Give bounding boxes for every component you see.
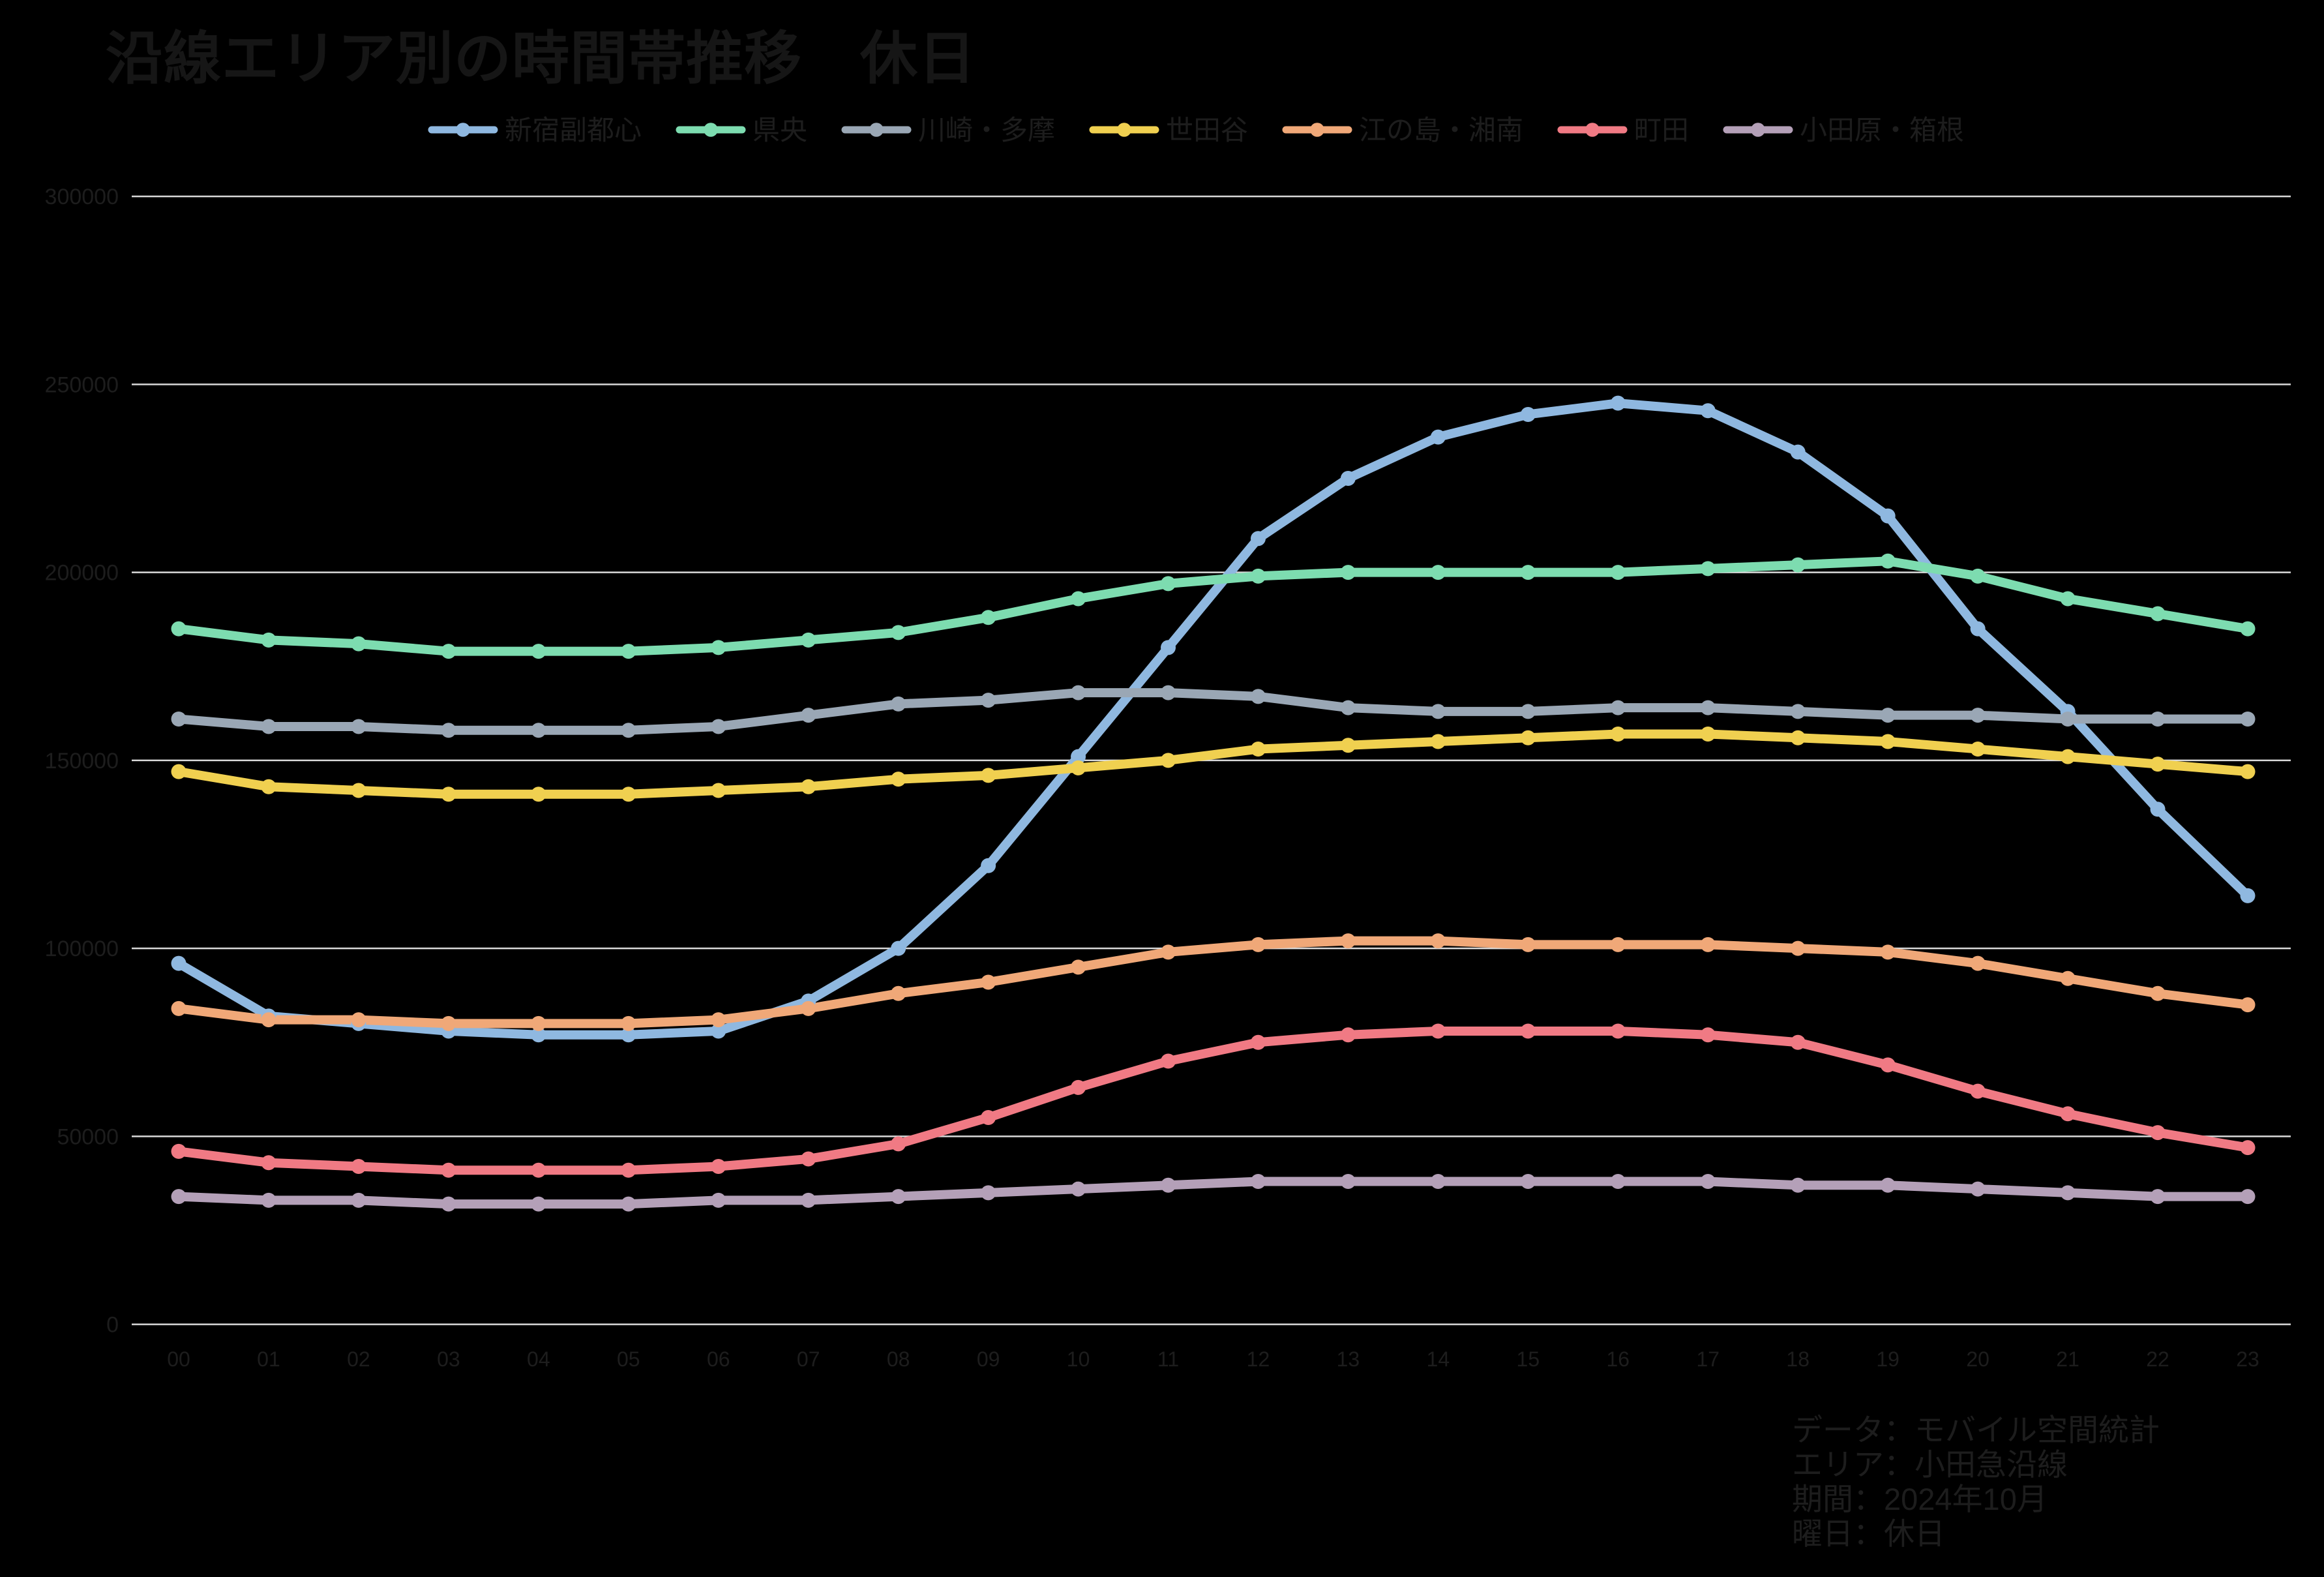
svg-text:15: 15 [1517, 1347, 1540, 1371]
svg-text:データ：モバイル空間統計: データ：モバイル空間統計 [1792, 1413, 2160, 1447]
svg-text:12: 12 [1247, 1347, 1270, 1371]
svg-text:新宿副都心: 新宿副都心 [505, 115, 642, 145]
svg-text:エリア：小田急沿線: エリア：小田急沿線 [1792, 1447, 2068, 1482]
svg-text:200000: 200000 [45, 561, 119, 586]
svg-text:00: 00 [167, 1347, 190, 1371]
svg-text:10: 10 [1067, 1347, 1090, 1371]
svg-text:19: 19 [1876, 1347, 1899, 1371]
svg-text:50000: 50000 [57, 1124, 119, 1149]
svg-text:18: 18 [1786, 1347, 1810, 1371]
svg-text:22: 22 [2146, 1347, 2169, 1371]
svg-text:04: 04 [527, 1347, 550, 1371]
svg-text:13: 13 [1337, 1347, 1360, 1371]
svg-text:20: 20 [1966, 1347, 1989, 1371]
svg-text:09: 09 [977, 1347, 1000, 1371]
svg-text:沿線エリア別の時間帯推移 休日: 沿線エリア別の時間帯推移 休日 [106, 26, 976, 91]
svg-text:01: 01 [257, 1347, 280, 1371]
svg-text:250000: 250000 [45, 372, 119, 397]
svg-text:08: 08 [887, 1347, 910, 1371]
svg-text:07: 07 [797, 1347, 820, 1371]
svg-text:150000: 150000 [45, 749, 119, 773]
svg-text:02: 02 [347, 1347, 370, 1371]
svg-text:11: 11 [1157, 1347, 1179, 1371]
svg-text:0: 0 [106, 1313, 119, 1338]
svg-text:21: 21 [2056, 1347, 2079, 1371]
svg-text:06: 06 [707, 1347, 730, 1371]
svg-text:曜日：休日: 曜日：休日 [1792, 1516, 1945, 1551]
svg-text:05: 05 [617, 1347, 640, 1371]
svg-text:期間：2024年10月: 期間：2024年10月 [1792, 1482, 2048, 1516]
svg-text:世田谷: 世田谷 [1166, 115, 1248, 145]
svg-text:小田原・箱根: 小田原・箱根 [1800, 115, 1964, 145]
svg-text:03: 03 [437, 1347, 460, 1371]
svg-text:14: 14 [1427, 1347, 1450, 1371]
svg-text:江の島・湘南: 江の島・湘南 [1359, 115, 1523, 145]
svg-text:川崎・多摩: 川崎・多摩 [918, 115, 1055, 145]
svg-text:県央: 県央 [752, 115, 807, 145]
svg-text:300000: 300000 [45, 185, 119, 209]
svg-text:23: 23 [2236, 1347, 2259, 1371]
svg-text:16: 16 [1607, 1347, 1630, 1371]
svg-text:町田: 町田 [1634, 115, 1689, 145]
svg-text:17: 17 [1696, 1347, 1720, 1371]
svg-text:100000: 100000 [45, 937, 119, 961]
